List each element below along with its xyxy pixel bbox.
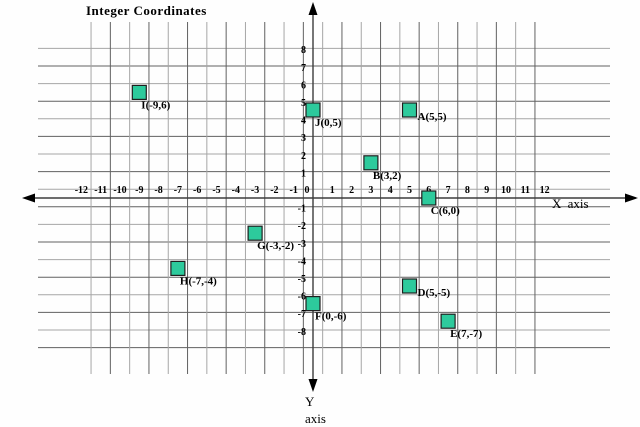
y-tick-label: -1 [298,204,306,215]
data-point-label-H: H(-7,-4) [180,275,217,287]
y-axis-label: Y axis [305,393,326,427]
data-point-H [170,260,186,276]
data-point-label-J: J(0,5) [315,117,342,129]
chart-title: Integer Coordinates [86,3,207,18]
x-tick-label: -10 [113,185,126,196]
x-tick-label: -4 [232,185,240,196]
y-tick-label: 6 [301,80,306,91]
x-tick-label: 1 [330,185,335,196]
data-point-label-F: F(0,-6) [315,311,347,323]
data-point-I [131,84,147,101]
x-tick-label: -2 [270,185,278,196]
y-tick-label: -3 [298,239,306,250]
y-tick-label: -5 [298,274,306,285]
data-point-label-G: G(-3,-2) [257,240,294,252]
y-tick-label: -8 [298,327,306,338]
x-tick-label: -1 [290,185,298,196]
x-tick-label: 7 [446,185,451,196]
y-tick-label: 8 [301,45,306,56]
data-point-label-C: C(6,0) [431,205,460,217]
x-tick-label: -12 [75,185,88,196]
x-tick-label: 10 [501,185,511,196]
x-tick-label: 9 [484,185,489,196]
x-tick-label: 11 [521,185,530,196]
x-tick-label: -7 [174,185,182,196]
x-tick-label: 2 [349,185,354,196]
data-point-label-I: I(-9,6) [141,99,170,111]
y-axis-top-arrow-icon [308,2,318,15]
x-tick-label: 0 [305,185,310,196]
x-tick-label: -3 [251,185,259,196]
x-axis-label: X axis [552,196,589,211]
x-tick-label: 3 [368,185,373,196]
y-tick-label: 1 [301,168,306,179]
y-tick-label: 3 [301,133,306,144]
y-tick-label: 7 [301,63,306,74]
data-point-label-E: E(7,-7) [450,328,482,340]
data-point-label-A: A(5,5) [418,111,447,123]
data-point-B [363,155,379,171]
x-tick-label: -11 [94,185,107,196]
y-axis-bottom-arrow-icon [308,379,318,392]
data-point-G [247,225,263,241]
y-tick-label: -4 [298,256,306,267]
y-tick-label: 2 [301,151,306,162]
x-tick-label: -6 [193,185,201,196]
x-tick-label: -5 [212,185,220,196]
x-tick-label: -9 [135,185,143,196]
x-tick-label: 8 [465,185,470,196]
data-point-F [305,296,321,312]
y-tick-label: 5 [301,98,306,109]
y-axis-label-line2: axis [305,411,326,426]
y-tick-label: -7 [298,309,306,320]
x-tick-label: 5 [407,185,412,196]
data-point-label-D: D(5,-5) [418,287,451,299]
y-tick-label: 4 [301,116,306,127]
x-axis-right-arrow-icon [625,193,638,203]
data-point-label-B: B(3,2) [373,170,402,182]
x-tick-label: -8 [154,185,162,196]
data-point-E [440,313,456,329]
x-tick-label: 4 [388,185,393,196]
y-axis-label-line1: Y [305,394,315,409]
data-point-C [421,190,437,206]
data-point-D [401,278,418,294]
x-tick-label: 12 [540,185,550,196]
y-tick-label: -6 [298,292,306,303]
x-axis-left-arrow-icon [22,193,35,203]
data-point-J [305,102,321,118]
data-point-A [401,102,418,118]
y-tick-label: -2 [298,221,306,232]
